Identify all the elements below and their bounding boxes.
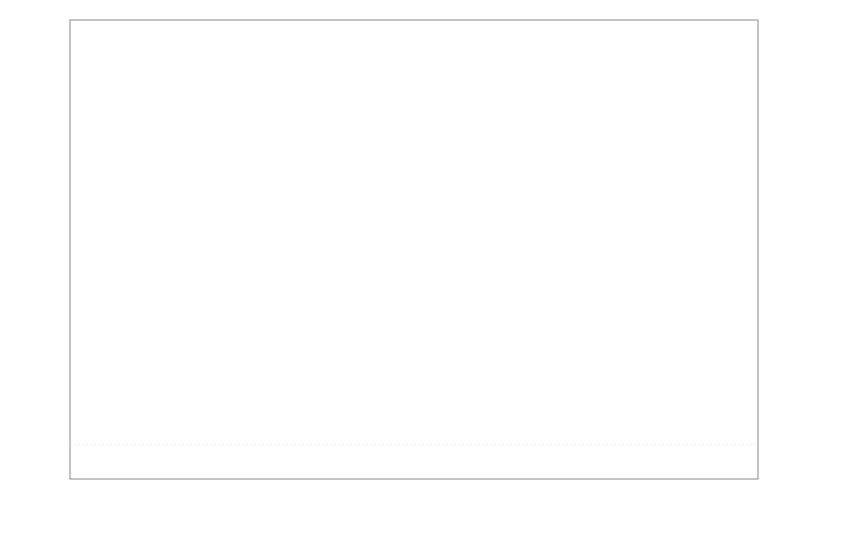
chart-container <box>0 0 848 539</box>
chart-svg <box>0 0 848 539</box>
